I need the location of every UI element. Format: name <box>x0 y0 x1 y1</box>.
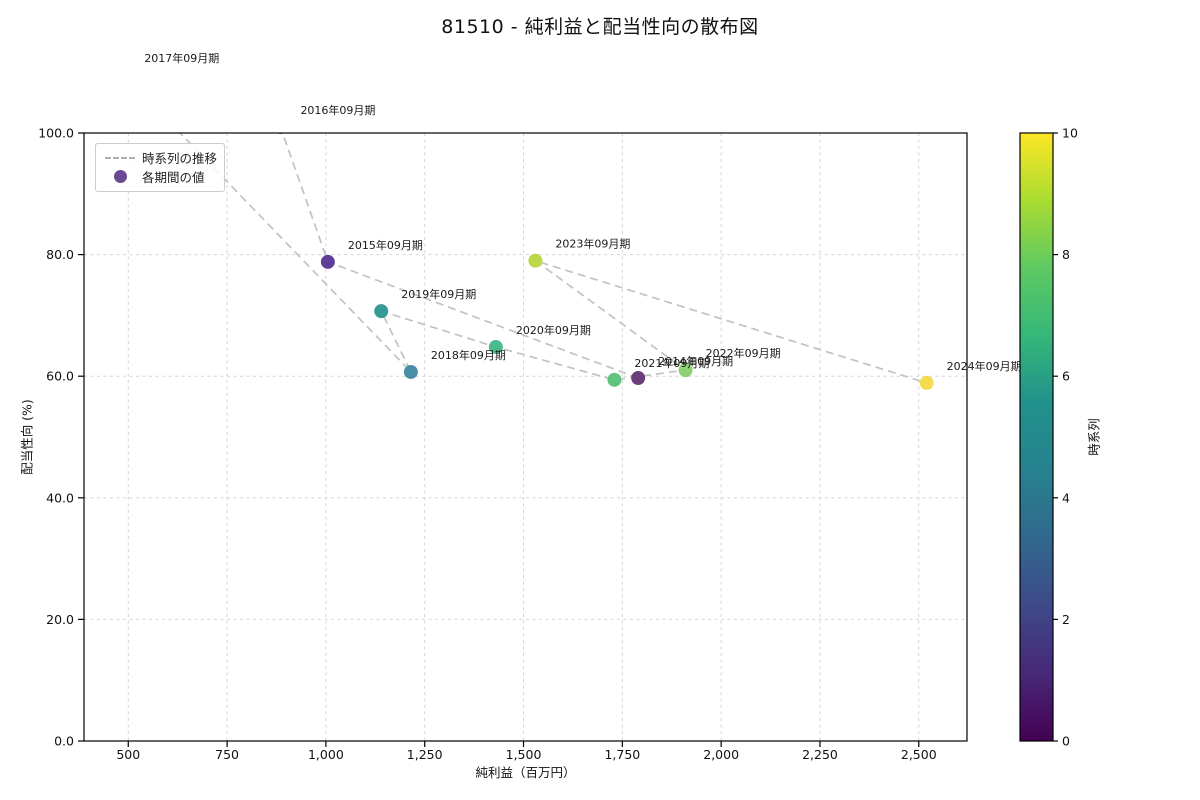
y-tick-label: 80.0 <box>46 247 74 262</box>
data-point <box>117 68 131 82</box>
colorbar-tick-label: 6 <box>1062 369 1070 384</box>
legend: 時系列の推移 各期間の値 <box>95 143 225 192</box>
data-point <box>631 371 646 386</box>
x-tick-label: 750 <box>215 747 239 762</box>
colorbar-tick-label: 2 <box>1062 612 1070 627</box>
data-point <box>374 304 389 319</box>
y-tick-label: 0.0 <box>54 734 74 749</box>
y-tick-label: 100.0 <box>38 126 74 141</box>
point-label: 2021年09月期 <box>634 356 709 370</box>
chart-title: 81510 - 純利益と配当性向の散布図 <box>441 16 759 38</box>
legend-label-points: 各期間の値 <box>142 170 205 185</box>
x-tick-label: 1,250 <box>407 747 443 762</box>
x-tick-label: 1,750 <box>604 747 640 762</box>
data-point <box>320 254 335 269</box>
point-label: 2015年09月期 <box>348 238 423 252</box>
data-point <box>488 340 503 355</box>
legend-swatch-area <box>102 170 138 183</box>
plot-data-layer <box>117 68 934 390</box>
x-tick-label: 1,500 <box>506 747 542 762</box>
legend-item-trajectory: 時系列の推移 <box>102 148 218 167</box>
colorbar-tick-label: 10 <box>1062 126 1078 141</box>
plot-border <box>83 132 968 742</box>
point-label: 2014年09月期 <box>658 354 733 368</box>
y-tick-label: 60.0 <box>46 369 74 384</box>
legend-swatch-area <box>102 156 138 159</box>
x-tick-label: 500 <box>116 747 140 762</box>
colorbar-gradient <box>1020 133 1053 741</box>
data-point <box>276 133 284 134</box>
x-tick-label: 1,000 <box>308 747 344 762</box>
colorbar-tick-label: 4 <box>1062 490 1070 505</box>
x-tick-label: 2,000 <box>703 747 739 762</box>
point-label: 2024年09月期 <box>947 359 1022 373</box>
x-tick-label: 2,500 <box>901 747 937 762</box>
point-label: 2023年09月期 <box>555 237 630 251</box>
y-axis-label: 配当性向 (%) <box>19 399 35 475</box>
y-tick-label: 40.0 <box>46 490 74 505</box>
colorbar-border <box>1019 132 1054 742</box>
data-point <box>919 375 934 390</box>
colorbar-tick-label: 8 <box>1062 247 1070 262</box>
point-label: 2016年09月期 <box>300 103 375 117</box>
point-label: 2018年09月期 <box>431 348 506 362</box>
data-point <box>528 253 543 268</box>
data-point <box>678 363 693 378</box>
data-point <box>403 364 418 379</box>
x-tick-label: 2,250 <box>802 747 838 762</box>
legend-label-trajectory: 時系列の推移 <box>142 151 218 166</box>
colorbar-tick-label: 0 <box>1062 734 1070 749</box>
point-label: 2019年09月期 <box>401 287 476 301</box>
data-point <box>607 372 622 387</box>
point-label: 2020年09月期 <box>516 323 591 337</box>
legend-item-points: 各期間の値 <box>102 167 216 186</box>
point-label: 2022年09月期 <box>706 346 781 360</box>
x-axis-label: 純利益（百万円） <box>475 765 576 780</box>
dashed-line-swatch <box>105 156 135 159</box>
y-tick-label: 20.0 <box>46 612 74 627</box>
point-label: 2017年09月期 <box>144 51 219 65</box>
colorbar-label: 時系列 <box>1086 418 1102 456</box>
circle-marker-swatch <box>113 170 127 183</box>
